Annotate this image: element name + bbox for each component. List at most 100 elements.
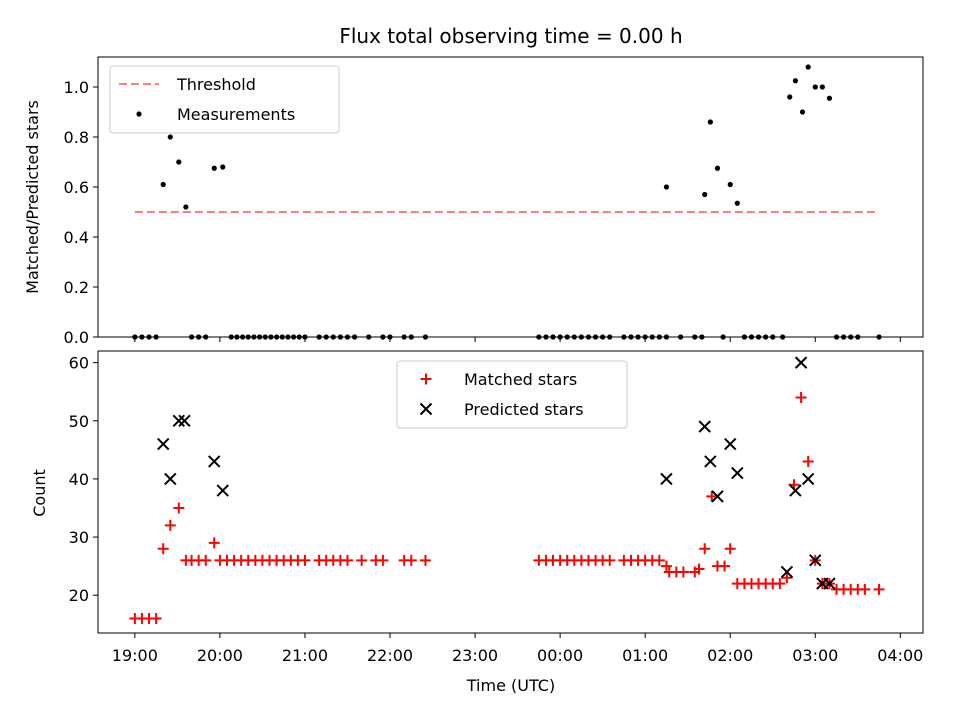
bottom-legend: Matched stars Predicted stars	[396, 360, 628, 429]
legend-label: Threshold	[176, 75, 256, 94]
data-point	[208, 455, 221, 468]
data-point	[741, 334, 747, 340]
data-point	[337, 334, 343, 340]
data-point	[663, 334, 670, 340]
data-point	[704, 455, 717, 468]
data-point	[299, 554, 311, 566]
x-tick-label: 19:00	[112, 646, 158, 665]
data-point	[178, 414, 191, 427]
data-point	[693, 563, 705, 575]
data-point	[302, 334, 308, 340]
y-tick-label: 0.4	[64, 228, 89, 247]
data-point	[173, 502, 185, 514]
data-point	[642, 334, 648, 340]
chart-title: Flux total observing time = 0.00 h	[339, 24, 682, 48]
data-point	[660, 472, 673, 486]
x-axis-label: Time (UTC)	[466, 676, 555, 695]
x-tick-label: 21:00	[282, 646, 328, 665]
data-point	[663, 184, 670, 190]
data-point	[848, 334, 854, 340]
legend-box	[396, 360, 628, 429]
bottom-plot-area: 20 30 40 50 60 19:00 20:00 21:00 22:00 23:00 00:00…	[69, 350, 924, 665]
data-point	[774, 578, 786, 590]
x-tick-label: 04:00	[877, 646, 923, 665]
data-point	[731, 466, 744, 480]
data-point	[706, 490, 718, 502]
data-point	[156, 437, 170, 451]
y-tick-label: 20	[69, 586, 89, 605]
data-point	[714, 165, 721, 171]
legend-swatch	[136, 111, 142, 117]
data-point	[628, 334, 634, 340]
x-tick-label: 02:00	[707, 646, 753, 665]
data-point	[211, 165, 217, 171]
data-point	[787, 94, 793, 100]
legend-box	[109, 65, 340, 134]
data-point	[698, 420, 711, 433]
data-point	[401, 334, 407, 340]
data-point	[592, 334, 599, 340]
data-point	[419, 554, 431, 566]
data-point	[678, 334, 684, 340]
data-point	[377, 554, 389, 566]
data-point	[139, 334, 145, 340]
x-tick-label: 00:00	[537, 646, 583, 665]
top-y-axis-label: Matched/Predicted stars	[23, 100, 42, 294]
data-point	[604, 554, 616, 566]
data-point	[692, 334, 698, 340]
top-legend: Threshold Measurements	[109, 65, 340, 134]
x-tick-label: 20:00	[197, 646, 243, 665]
data-point	[770, 334, 776, 340]
data-point	[780, 565, 794, 579]
data-point	[792, 78, 799, 84]
data-point	[239, 334, 246, 340]
data-point	[216, 484, 229, 497]
data-point	[755, 334, 762, 340]
data-point	[341, 554, 353, 566]
data-point	[323, 334, 329, 340]
data-point	[183, 204, 189, 210]
data-point	[256, 334, 263, 340]
x-tick-label: 01:00	[622, 646, 668, 665]
data-point	[819, 84, 825, 90]
data-point	[841, 334, 847, 340]
data-point	[621, 334, 627, 340]
data-point	[809, 554, 822, 567]
data-point	[422, 334, 429, 340]
data-point	[285, 334, 291, 340]
y-tick-label: 50	[69, 412, 89, 431]
data-point	[150, 612, 162, 624]
data-point	[699, 543, 711, 555]
legend-label: Predicted stars	[464, 400, 584, 419]
data-point	[859, 583, 871, 595]
x-tick-label: 23:00	[452, 646, 498, 665]
plot-frame	[97, 56, 924, 338]
data-point	[833, 334, 840, 340]
data-point	[564, 334, 570, 340]
data-point	[795, 392, 807, 404]
y-tick-label: 30	[69, 528, 89, 547]
data-point	[748, 334, 755, 340]
data-point	[153, 334, 159, 340]
data-point	[855, 334, 861, 340]
data-point	[649, 334, 655, 340]
y-tick-label: 0.6	[64, 178, 89, 197]
data-point	[146, 334, 152, 340]
data-point	[279, 334, 285, 340]
data-point	[702, 191, 708, 198]
data-point	[699, 334, 705, 340]
data-point	[543, 334, 549, 340]
data-point	[176, 159, 182, 165]
x-tick-label: 03:00	[792, 646, 838, 665]
data-point	[387, 334, 393, 340]
data-point	[296, 334, 302, 340]
legend-label: Matched stars	[464, 370, 577, 389]
data-point	[794, 356, 808, 369]
data-point	[351, 334, 358, 340]
bottom-y-axis-label: Count	[30, 469, 49, 517]
data-point	[734, 200, 740, 206]
data-point	[380, 334, 386, 340]
data-point	[536, 334, 542, 340]
top-plot-area: 0.0 0.2 0.4 0.6 0.8 1.0	[64, 56, 924, 347]
